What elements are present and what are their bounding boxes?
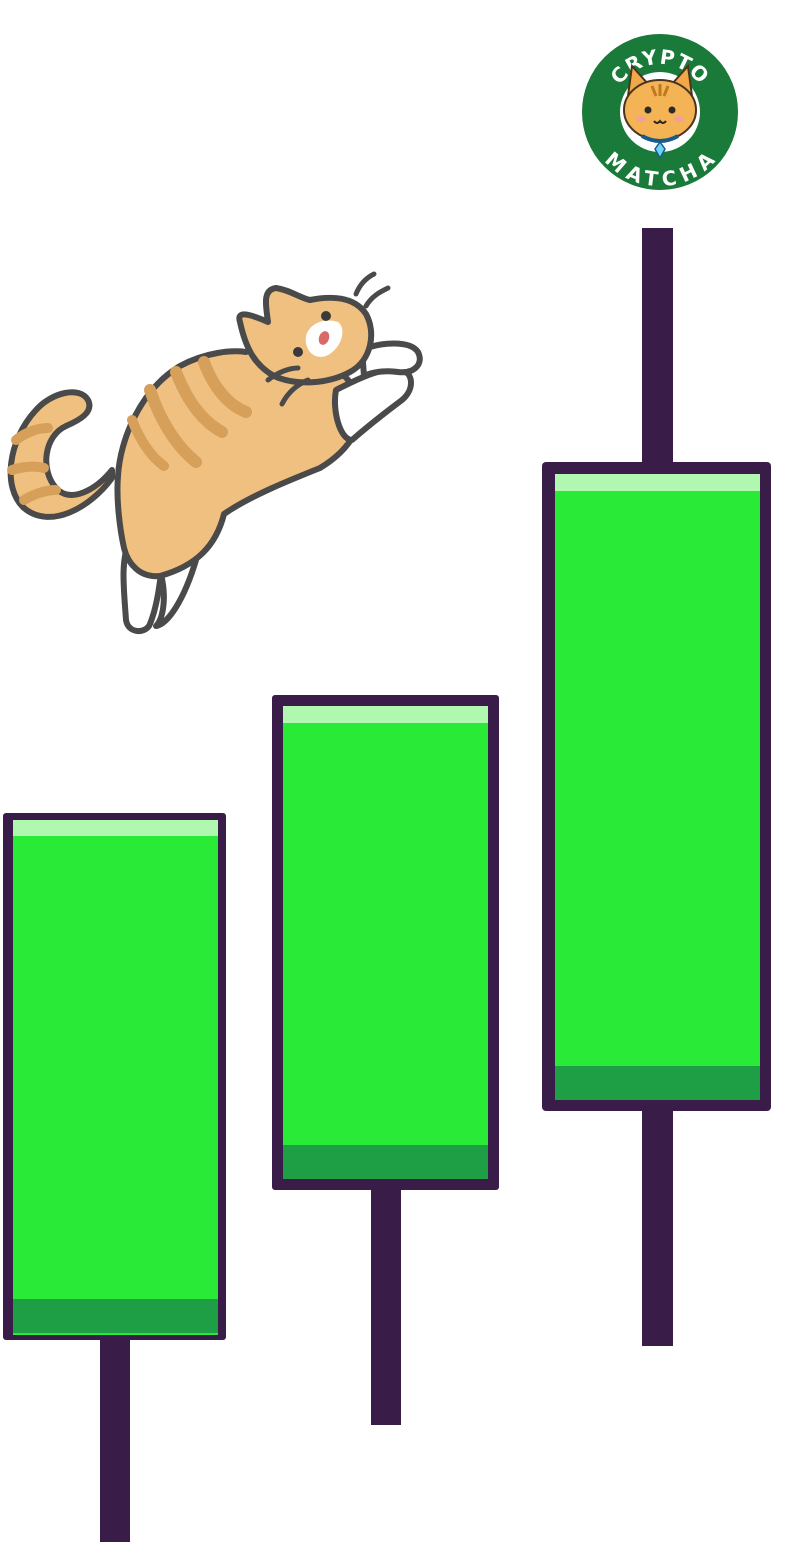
candle-2 — [272, 695, 499, 1425]
crypto-matcha-logo: CRYPTO MATCHA — [577, 29, 743, 195]
candle-3 — [542, 228, 771, 1346]
candle-1 — [3, 813, 226, 1542]
candle-1-wick — [100, 1338, 130, 1542]
candle-3-lower-wick — [642, 1105, 673, 1346]
logo-cat-face-icon — [623, 63, 697, 160]
candle-3-upper-wick — [642, 228, 673, 468]
candle-2-wick — [371, 1185, 401, 1425]
jumping-cat-icon — [7, 271, 423, 634]
